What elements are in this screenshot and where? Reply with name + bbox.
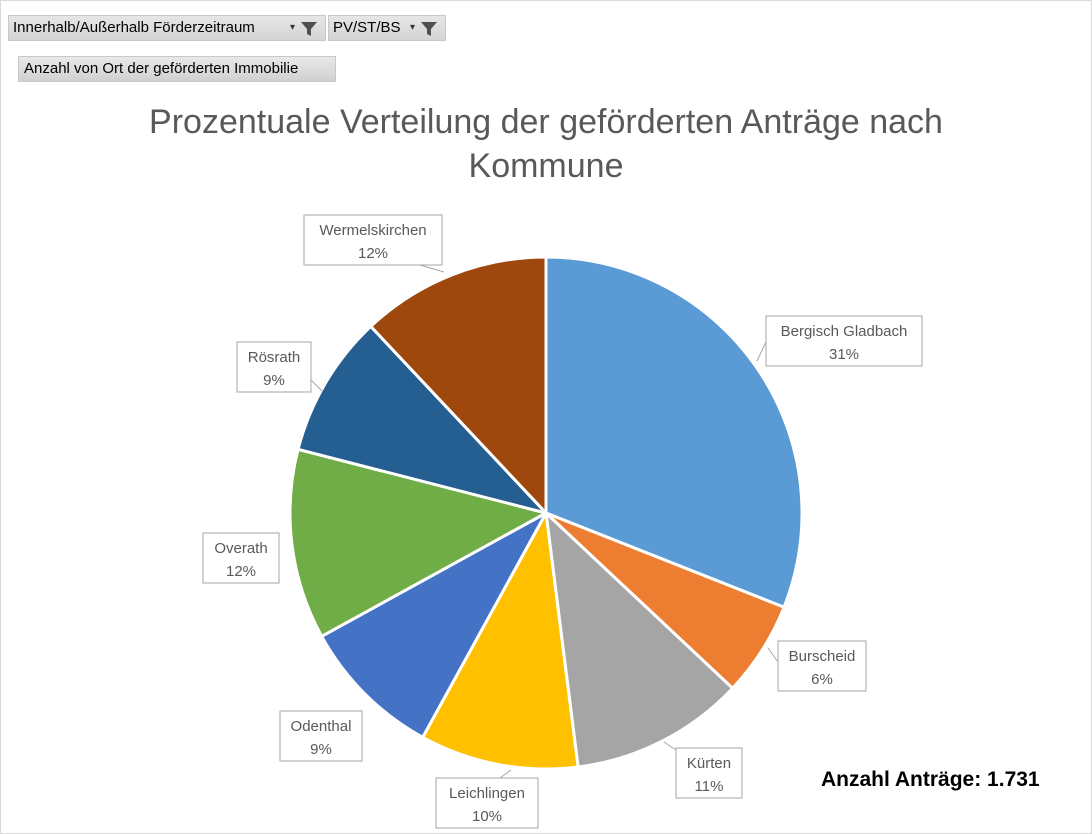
- leader-line: [310, 379, 323, 392]
- pie-slice-7: [296, 324, 548, 515]
- pie-slice-8: [369, 255, 548, 515]
- value-field-label: Anzahl von Ort der geförderten Immobilie: [24, 60, 299, 77]
- chart-title: Prozentuale Verteilung der geförderten A…: [0, 100, 1092, 188]
- data-label-percent: 31%: [829, 346, 859, 363]
- chart-title-line1: Prozentuale Verteilung der geförderten A…: [149, 103, 943, 141]
- pie-slice-3: [544, 511, 735, 769]
- filter-label-type: PV/ST/BS: [333, 19, 401, 36]
- data-label-name: Leichlingen: [449, 785, 525, 802]
- data-label-name: Rösrath: [248, 349, 301, 366]
- pie-slice-6: [288, 447, 548, 638]
- value-field-button[interactable]: Anzahl von Ort der geförderten Immobilie: [18, 56, 336, 82]
- data-label-percent: 6%: [811, 671, 833, 688]
- data-label-percent: 10%: [472, 808, 502, 825]
- data-label-box: [202, 532, 280, 584]
- data-label-box: [279, 710, 363, 762]
- filter-button-period[interactable]: Innerhalb/Außerhalb Förderzeitraum ▾: [8, 15, 326, 41]
- data-label-box: [303, 214, 443, 266]
- leader-line: [756, 341, 767, 362]
- data-label-box: [777, 640, 867, 692]
- data-label-name: Odenthal: [291, 718, 352, 735]
- filter-funnel-icon: [301, 22, 317, 36]
- data-label-percent: 9%: [263, 372, 285, 389]
- data-label-box: [765, 315, 923, 367]
- data-label-name: Overath: [214, 540, 267, 557]
- leader-line: [419, 264, 445, 273]
- filter-funnel-icon: [421, 22, 437, 36]
- data-label-percent: 12%: [226, 563, 256, 580]
- data-label-box: [236, 341, 312, 393]
- data-label-percent: 9%: [310, 741, 332, 758]
- pie-slice-1: [544, 255, 804, 609]
- leader-line: [499, 769, 512, 779]
- leader-line: [663, 741, 677, 751]
- dropdown-arrow-icon: ▾: [289, 22, 295, 33]
- data-label-percent: 11%: [695, 778, 724, 795]
- pie-slice-5: [320, 511, 548, 739]
- leader-line: [767, 647, 779, 663]
- dropdown-arrow-icon: ▾: [409, 22, 415, 33]
- data-label-box: [675, 747, 743, 799]
- data-label-name: Wermelskirchen: [319, 222, 426, 239]
- filter-button-type[interactable]: PV/ST/BS ▾: [328, 15, 446, 41]
- data-label-name: Bergisch Gladbach: [781, 323, 908, 340]
- data-label-box: [435, 777, 539, 829]
- total-applications: Anzahl Anträge: 1.731: [821, 768, 1040, 791]
- chart-title-line2: Kommune: [468, 147, 624, 185]
- data-label-name: Kürten: [687, 755, 731, 772]
- data-label-name: Burscheid: [789, 648, 856, 665]
- data-label-percent: 12%: [358, 245, 388, 262]
- pie-slice-4: [421, 511, 580, 771]
- filter-label-period: Innerhalb/Außerhalb Förderzeitraum: [13, 19, 255, 36]
